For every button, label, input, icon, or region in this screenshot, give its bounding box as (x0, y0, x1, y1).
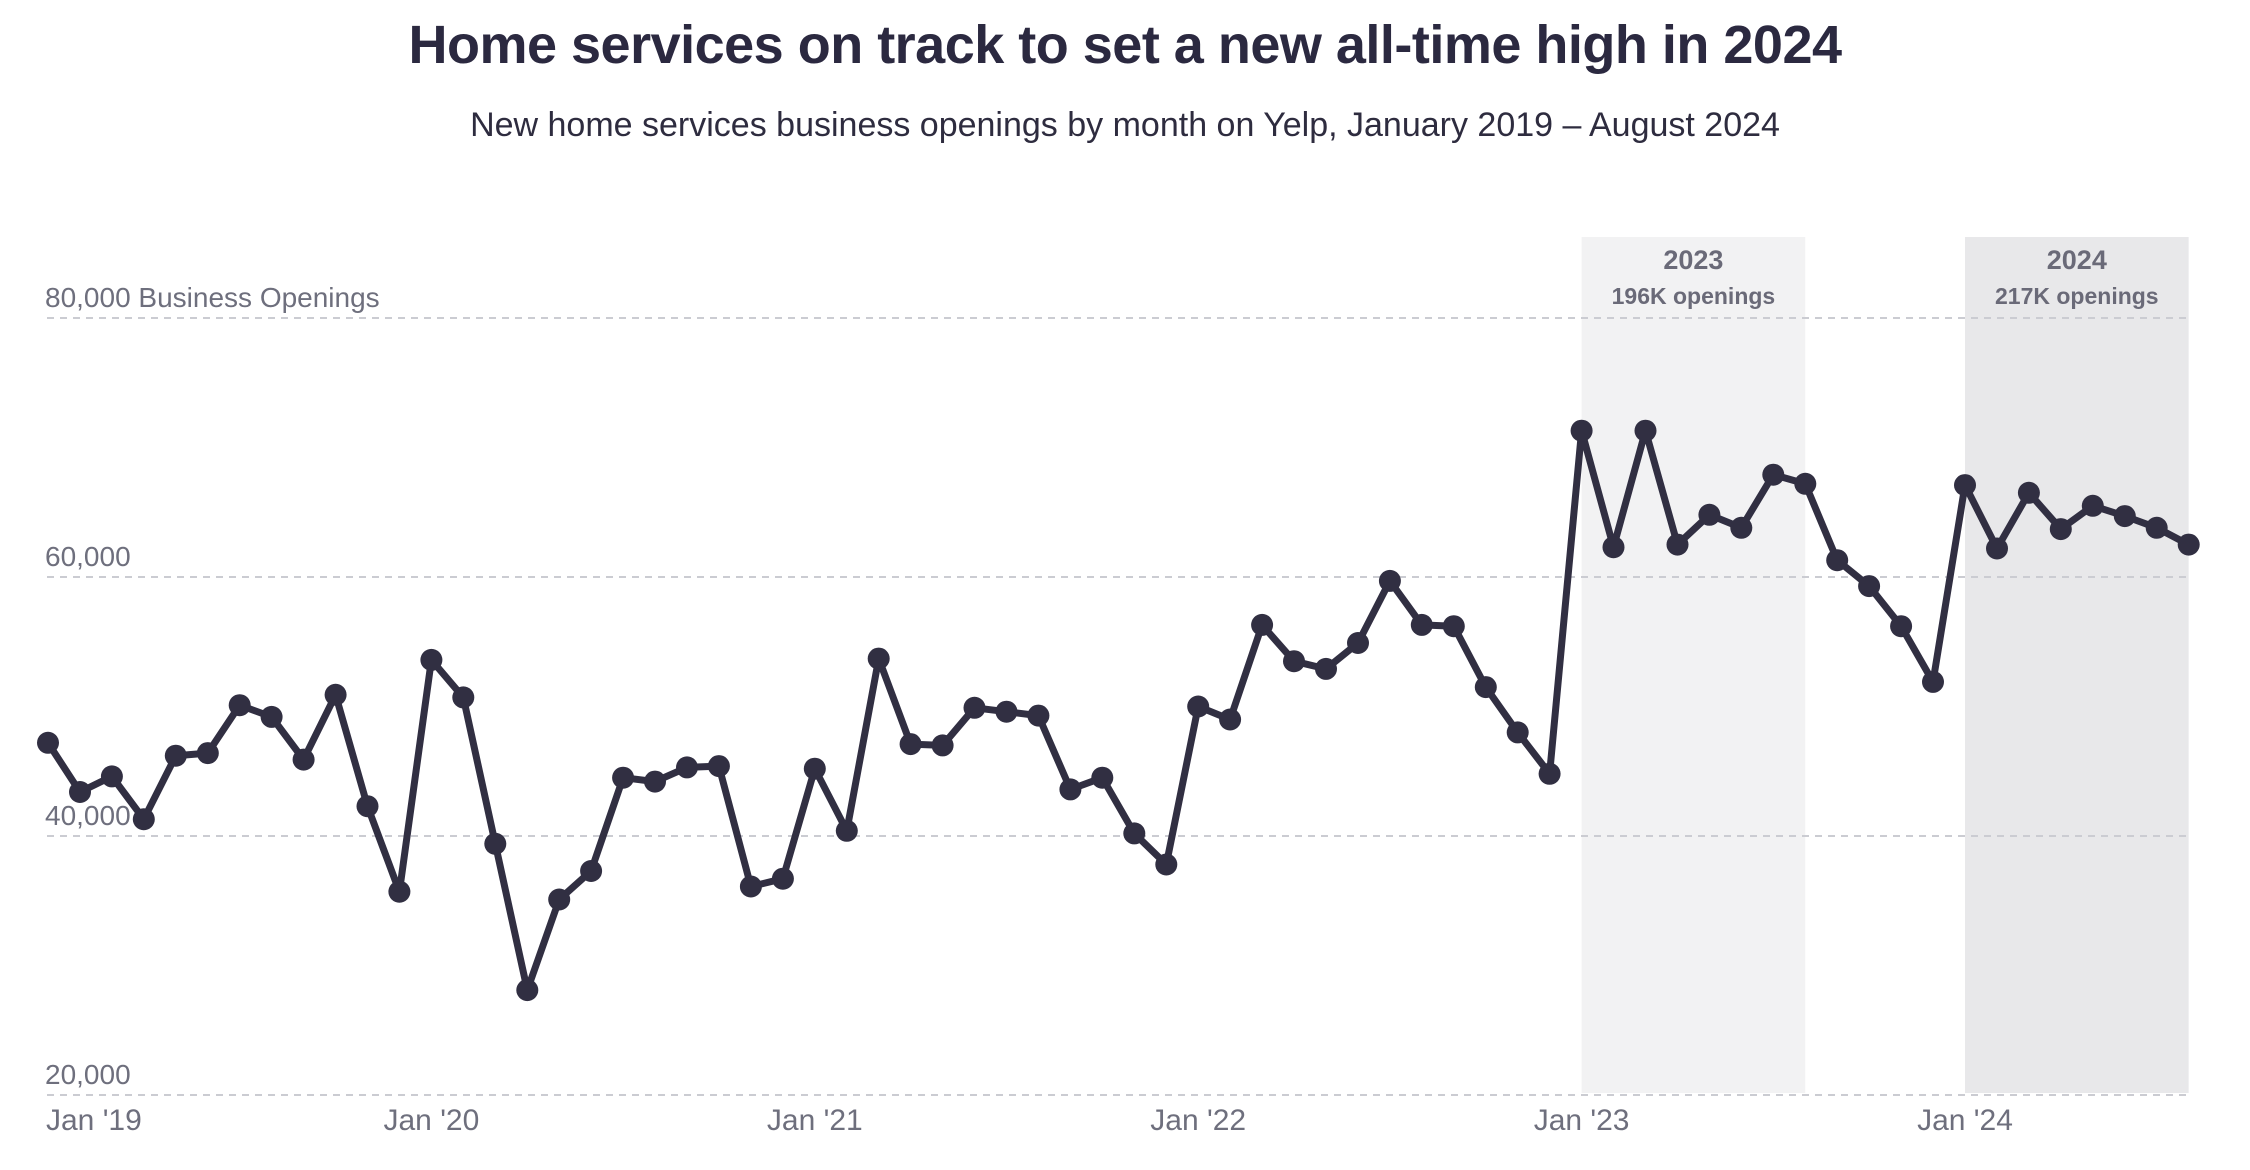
data-point-Sep-2020 (676, 756, 698, 779)
data-point-Nov-2023 (1890, 615, 1913, 638)
y-tick-40000: 40,000 (45, 800, 131, 831)
data-point-Nov-2019 (356, 795, 379, 818)
band-2023-openings: 196K openings (1611, 283, 1776, 309)
data-point-Feb-2024 (1986, 537, 2008, 560)
data-point-Dec-2020 (771, 867, 794, 890)
data-point-Feb-2022 (1219, 708, 1242, 731)
data-point-Jun-2023 (1730, 516, 1753, 539)
data-point-Aug-2021 (1027, 704, 1050, 727)
data-point-Jun-2019 (196, 742, 219, 765)
x-tick-Jan24: Jan '24 (1917, 1104, 2013, 1137)
data-point-Mar-2021 (867, 647, 890, 670)
data-point-Mar-2020 (484, 832, 507, 855)
data-point-May-2023 (1698, 503, 1721, 526)
data-point-Apr-2024 (2049, 518, 2072, 541)
data-point-Apr-2022 (1283, 650, 1305, 673)
data-point-May-2022 (1315, 657, 1337, 680)
data-point-Apr-2023 (1666, 533, 1689, 556)
data-point-Sep-2019 (292, 748, 315, 771)
data-point-Mar-2019 (100, 765, 123, 788)
data-point-Dec-2019 (388, 880, 411, 903)
data-point-Sep-2021 (1059, 778, 1082, 801)
data-point-Mar-2023 (1634, 419, 1657, 442)
data-point-Jun-2021 (963, 696, 986, 719)
data-point-Nov-2022 (1506, 721, 1529, 744)
data-point-Dec-2023 (1922, 670, 1944, 693)
data-point-Aug-2023 (1794, 472, 1817, 495)
y-tick-60000: 60,000 (45, 541, 131, 572)
highlight-bands (1581, 237, 2189, 1093)
data-point-Jul-2023 (1762, 463, 1785, 486)
data-point-Jun-2024 (2113, 505, 2136, 528)
data-point-Sep-2022 (1442, 615, 1465, 638)
data-point-Mar-2024 (2017, 481, 2040, 504)
data-point-Jan-2023 (1570, 419, 1593, 442)
series-line (44, 427, 2193, 994)
x-tick-Jan21: Jan '21 (766, 1104, 863, 1137)
data-point-Jun-2022 (1347, 632, 1369, 654)
data-point-Nov-2020 (739, 875, 762, 898)
data-point-Sep-2023 (1826, 549, 1849, 572)
data-point-May-2024 (2081, 494, 2104, 517)
data-line (44, 427, 2193, 994)
data-point-Dec-2022 (1538, 762, 1561, 785)
data-point-Dec-2021 (1155, 853, 1178, 876)
page-subtitle: New home services business openings by m… (470, 106, 1780, 144)
data-point-Jul-2020 (612, 766, 635, 789)
gridlines (47, 317, 2189, 1096)
data-point-Aug-2019 (260, 705, 283, 728)
x-tick-Jan23: Jan '23 (1533, 1104, 1630, 1137)
highlight-band-2024 (1965, 237, 2189, 1093)
x-tick-Jan19: Jan '19 (46, 1104, 142, 1137)
data-point-Jan-2020 (420, 648, 443, 671)
data-point-Jan-2024 (1954, 474, 1976, 497)
band-label-2024: 2024 217K openings (1995, 245, 2159, 310)
band-2024-year: 2024 (2046, 245, 2107, 275)
band-2023-year: 2023 (1663, 245, 1724, 275)
data-point-Jul-2024 (2145, 516, 2168, 539)
band-2024-openings: 217K openings (1995, 283, 2159, 309)
y-tick-80000: 80,000 Business Openings (45, 282, 380, 313)
data-point-Feb-2023 (1602, 536, 1625, 559)
data-point-Oct-2020 (707, 755, 730, 778)
y-tick-20000: 20,000 (45, 1059, 131, 1090)
data-point-Jul-2021 (995, 700, 1018, 723)
data-point-Jan-2019 (37, 731, 59, 754)
data-point-May-2020 (548, 888, 571, 911)
data-point-May-2019 (164, 744, 187, 767)
data-point-Feb-2019 (69, 781, 91, 803)
data-point-Oct-2023 (1858, 575, 1881, 598)
data-point-Apr-2021 (899, 733, 922, 756)
page-title: Home services on track to set a new all-… (408, 15, 1842, 75)
data-point-Oct-2019 (324, 683, 347, 706)
data-point-Apr-2019 (132, 808, 155, 831)
data-point-Aug-2020 (644, 770, 666, 793)
data-point-Feb-2020 (452, 686, 475, 709)
x-tick-Jan20: Jan '20 (383, 1104, 480, 1137)
data-point-Jan-2021 (803, 757, 826, 780)
data-point-Oct-2021 (1091, 766, 1114, 789)
data-points (37, 419, 2200, 1002)
data-point-Feb-2021 (835, 819, 858, 842)
highlight-band-2023 (1581, 237, 1806, 1093)
x-tick-Jan22: Jan '22 (1150, 1104, 1247, 1137)
band-label-2023: 2023 196K openings (1612, 245, 1776, 310)
data-point-Jan-2022 (1187, 695, 1210, 718)
data-point-May-2021 (931, 734, 954, 757)
data-point-Jul-2019 (228, 694, 251, 717)
data-point-Apr-2020 (516, 979, 539, 1002)
data-point-Jul-2022 (1378, 569, 1401, 592)
data-point-Nov-2021 (1123, 822, 1146, 845)
data-point-Aug-2022 (1410, 613, 1433, 636)
data-point-Aug-2024 (2177, 533, 2200, 556)
data-point-Jun-2020 (580, 860, 603, 882)
data-point-Oct-2022 (1474, 676, 1497, 699)
data-point-Mar-2022 (1251, 613, 1274, 636)
